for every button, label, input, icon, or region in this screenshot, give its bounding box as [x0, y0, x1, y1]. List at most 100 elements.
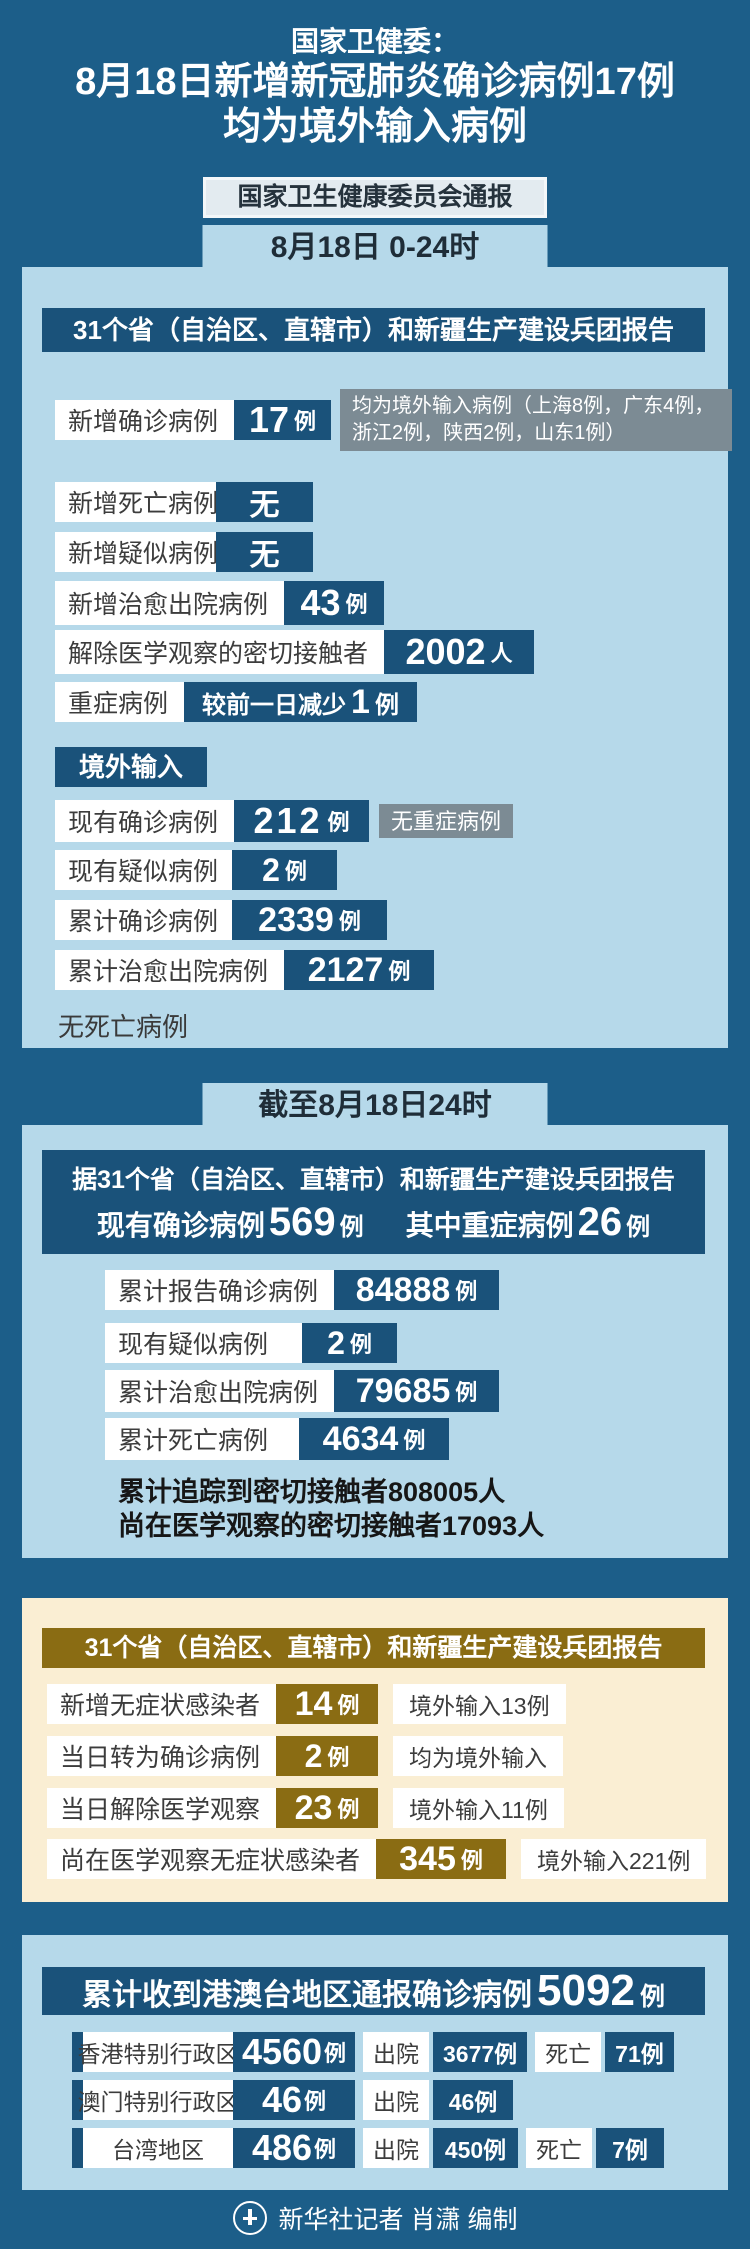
- death-value: 71例: [605, 2032, 674, 2072]
- stat-note: 无重症病例: [379, 804, 514, 838]
- stat-note: 境外输入13例: [393, 1684, 566, 1724]
- stat-row: 新增死亡病例 无: [55, 482, 313, 522]
- stat-label: 累计报告确诊病例: [105, 1270, 335, 1310]
- stat-row: 重症病例 较前一日减少 1 例: [55, 682, 417, 722]
- stat-unit: 例: [403, 1428, 426, 1453]
- stat-label: 累计治愈出院病例: [55, 950, 285, 990]
- section2-banner: 据31个省（自治区、直辖市）和新疆生产建设兵团报告 现有确诊病例 569 例 其…: [42, 1150, 705, 1254]
- stat-label: 现有疑似病例: [105, 1323, 302, 1363]
- stat-label: 新增治愈出院病例: [55, 581, 285, 625]
- stat-unit: 例: [455, 1279, 478, 1304]
- stat-number: 2: [304, 1737, 323, 1774]
- section1-panel: 31个省（自治区、直辖市）和新疆生产建设兵团报告 新增确诊病例 17 例 均为境…: [22, 267, 733, 1048]
- discharged-value: 450例: [433, 2128, 518, 2168]
- stat-unit: 例: [374, 691, 399, 719]
- stat-number: 2002: [405, 631, 486, 672]
- region-cases-unit: 例: [304, 2089, 327, 2114]
- stat-number: 23: [294, 1788, 333, 1827]
- section1-banner: 31个省（自治区、直辖市）和新疆生产建设兵团报告: [42, 308, 705, 352]
- stat-label: 累计治愈出院病例: [105, 1370, 335, 1412]
- stat-label: 累计死亡病例: [105, 1418, 299, 1460]
- stat-note: 均为境外输入: [393, 1736, 564, 1776]
- discharged-label: 出院: [363, 2032, 429, 2072]
- stat-label: 新增无症状感染者: [47, 1684, 277, 1724]
- stat-unit: 例: [337, 1797, 360, 1822]
- discharged-value: 46例: [433, 2080, 513, 2120]
- stat-number: 212: [253, 800, 323, 841]
- stat-label: 新增确诊病例: [55, 400, 235, 440]
- severe-cases-unit: 例: [626, 1213, 651, 1241]
- discharged-value: 3677例: [433, 2032, 528, 2072]
- row-accent-bar: [72, 2128, 83, 2168]
- stat-label: 解除医学观察的密切接触者: [55, 630, 385, 674]
- stat-value: 2127 例: [284, 950, 435, 990]
- stat-label: 现有确诊病例: [55, 800, 235, 842]
- region-cases-number: 4560: [241, 2031, 323, 2072]
- stat-label: 新增疑似病例: [55, 532, 218, 572]
- stat-unit: 人: [490, 641, 513, 666]
- stat-value: 无: [216, 482, 313, 522]
- stat-row: 现有疑似病例 2 例: [105, 1323, 397, 1363]
- stat-row: 新增确诊病例 17 例 均为境外输入病例（上海8例，广东4例，浙江2例，陕西2例…: [55, 389, 733, 451]
- stat-row: 现有确诊病例 212 例 无重症病例: [55, 800, 514, 842]
- stat-row: 解除医学观察的密切接触者 2002 人: [55, 630, 535, 674]
- section1-tab: 8月18日 0-24时: [202, 225, 548, 275]
- stat-value: 无: [216, 532, 313, 572]
- stat-row: 当日解除医学观察 23 例 境外输入11例: [47, 1788, 564, 1828]
- stat-value: 2002 人: [384, 630, 535, 674]
- stat-label: 累计确诊病例: [55, 900, 232, 940]
- stat-number: 2: [327, 1324, 345, 1361]
- stat-label: 新增死亡病例: [55, 482, 218, 522]
- stat-number: 2: [262, 851, 280, 888]
- stat-value: 较前一日减少 1 例: [184, 682, 417, 722]
- stat-number: 43: [300, 582, 341, 623]
- stat-note: 境外输入11例: [393, 1788, 564, 1828]
- stat-label: 当日转为确诊病例: [47, 1736, 277, 1776]
- region-label: 澳门特别行政区: [78, 2080, 239, 2120]
- main-title-line1: 8月18日新增新冠肺炎确诊病例17例: [75, 61, 675, 103]
- source-badge: 国家卫生健康委员会通报: [203, 177, 547, 218]
- region-label: 台湾地区: [83, 2128, 233, 2168]
- current-cases-number: 569: [268, 1199, 336, 1244]
- stat-number: 14: [294, 1684, 333, 1723]
- stat-row: 新增疑似病例 无: [55, 532, 313, 572]
- stat-unit: 例: [388, 959, 411, 984]
- stat-value: 84888 例: [334, 1270, 500, 1310]
- stat-row: 新增治愈出院病例 43 例: [55, 581, 385, 625]
- stat-value: 2 例: [302, 1323, 397, 1363]
- section4-banner: 累计收到港澳台地区通报确诊病例 5092 例: [42, 1967, 705, 2015]
- discharged-label: 出院: [363, 2080, 429, 2120]
- section2-tab: 截至8月18日24时: [202, 1083, 548, 1133]
- discharged-label: 出院: [363, 2128, 429, 2168]
- region-cases: 4560 例: [233, 2031, 355, 2072]
- footer-credit: 新华社记者 肖潇 编制: [0, 2200, 750, 2236]
- xinhua-logo-icon: [232, 2201, 267, 2235]
- stat-row: 累计确诊病例 2339 例: [55, 900, 387, 940]
- stat-value: 2 例: [276, 1736, 379, 1776]
- severe-cases-label: 其中重症病例: [405, 1209, 574, 1241]
- no-death-note: 无死亡病例: [58, 1012, 189, 1042]
- stat-label: 重症病例: [55, 682, 185, 722]
- stat-unit: 例: [349, 1332, 372, 1357]
- row-accent-bar: [72, 2032, 83, 2072]
- section3-panel: 31个省（自治区、直辖市）和新疆生产建设兵团报告 新增无症状感染者 14 例 境…: [22, 1598, 728, 1902]
- row-accent-bar: [72, 2080, 83, 2120]
- stat-row: 累计治愈出院病例 2127 例: [55, 950, 435, 990]
- stat-row: 新增无症状感染者 14 例 境外输入13例: [47, 1684, 566, 1724]
- stat-number: 17: [248, 399, 290, 440]
- stat-value: 14 例: [276, 1684, 379, 1724]
- stat-number: 79685: [355, 1371, 451, 1410]
- stat-number: 1: [351, 682, 370, 721]
- stat-unit: 例: [327, 1745, 350, 1770]
- death-label: 死亡: [535, 2032, 602, 2072]
- stat-number: 2339: [258, 900, 334, 939]
- stat-number: 4634: [322, 1419, 399, 1458]
- stat-value: 4634 例: [299, 1418, 449, 1460]
- stat-value: 345 例: [376, 1839, 507, 1879]
- section2-panel: 据31个省（自治区、直辖市）和新疆生产建设兵团报告 现有确诊病例 569 例 其…: [22, 1125, 728, 1558]
- current-cases-label: 现有确诊病例: [96, 1209, 265, 1241]
- stat-value: 23 例: [276, 1788, 379, 1828]
- region-row: 澳门特别行政区 46 例 出院 46例: [72, 2079, 513, 2120]
- stat-unit: 例: [327, 810, 350, 835]
